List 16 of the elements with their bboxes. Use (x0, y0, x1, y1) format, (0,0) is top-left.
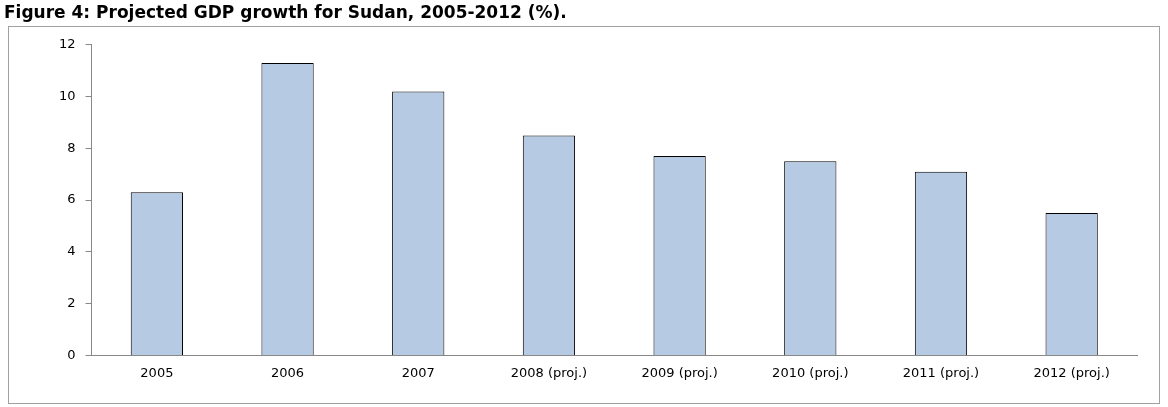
x-tick-label: 2006 (271, 364, 305, 380)
x-tick-label: 2012 (proj.) (1033, 364, 1110, 380)
y-tick-label: 0 (67, 346, 76, 362)
x-tick-label: 2011 (proj.) (902, 364, 980, 380)
y-tick-label: 10 (59, 87, 76, 103)
x-tick-label: 2005 (140, 364, 174, 380)
chart-title: Figure 4: Projected GDP growth for Sudan, 2005-2012 (%). (4, 2, 567, 22)
y-tick-label: 4 (67, 243, 76, 259)
y-tick-label: 6 (67, 191, 76, 207)
y-tick-label: 8 (67, 139, 76, 155)
x-tick-label: 2007 (401, 364, 435, 380)
x-tick-label: 2009 (proj.) (641, 364, 718, 380)
x-tick-label: 2008 (proj.) (510, 364, 588, 380)
y-tick-label: 2 (67, 295, 76, 311)
x-tick-label: 2010 (proj.) (772, 364, 849, 380)
y-tick-label: 12 (59, 36, 76, 52)
